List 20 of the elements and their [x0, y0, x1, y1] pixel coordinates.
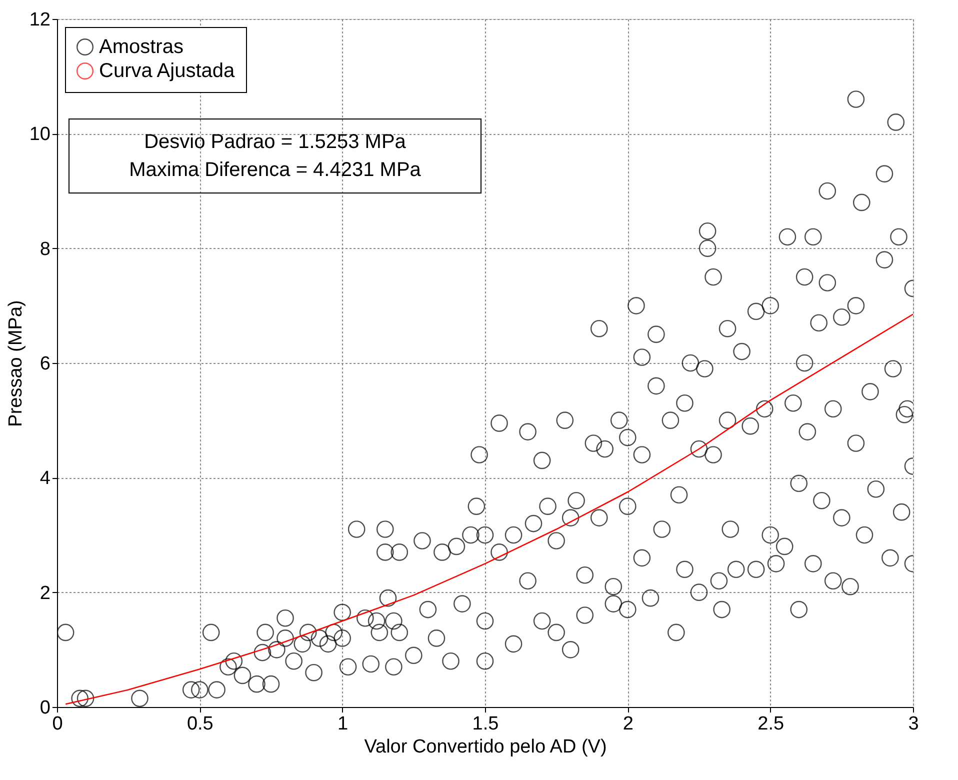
y-axis-title: Pressao (MPa) — [5, 300, 26, 427]
x-tick-label: 2 — [622, 714, 634, 734]
y-tick-label: 10 — [29, 124, 50, 146]
y-tick-label: 12 — [29, 10, 50, 30]
annotation: Desvio Padrao = 1.5253 MPa — [144, 131, 407, 153]
y-tick-label: 0 — [40, 698, 50, 718]
x-axis-title: Valor Convertido pelo AD (V) — [364, 736, 607, 758]
legend-label: Curva Ajustada — [99, 60, 236, 82]
y-tick-label: 6 — [40, 354, 50, 374]
y-tick-label: 4 — [40, 468, 51, 490]
x-tick-label: 2.5 — [758, 714, 784, 734]
x-tick-label: 0.5 — [186, 714, 214, 734]
x-tick-label: 1.5 — [472, 714, 499, 734]
legend-label: Amostras — [99, 36, 184, 58]
y-tick-label: 8 — [40, 238, 50, 260]
x-tick-label: 1 — [338, 714, 348, 734]
y-tick-label: 2 — [40, 582, 50, 604]
line-series — [64, 314, 913, 705]
x-tick-label: 3 — [908, 714, 919, 734]
annotation: Maxima Diferenca = 4.4231 MPa — [129, 159, 422, 181]
